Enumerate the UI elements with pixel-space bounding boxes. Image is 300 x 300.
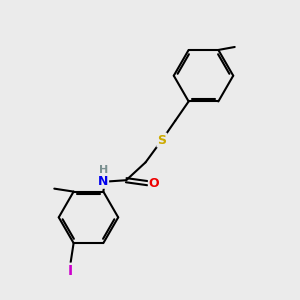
Text: S: S bbox=[158, 134, 166, 147]
Text: O: O bbox=[149, 177, 160, 190]
Text: I: I bbox=[68, 264, 73, 278]
Text: H: H bbox=[99, 165, 108, 176]
Text: N: N bbox=[98, 175, 109, 188]
